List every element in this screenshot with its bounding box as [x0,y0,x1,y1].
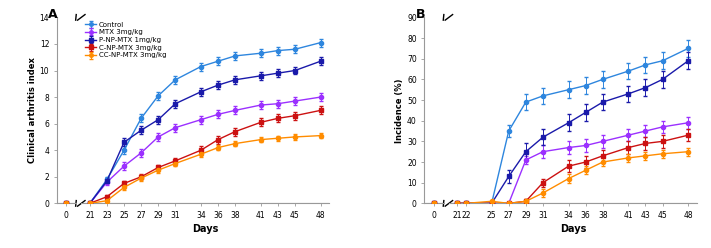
Y-axis label: Incidence (%): Incidence (%) [395,78,405,143]
Legend: Control, MTX 3mg/kg, P-NP-MTX 1mg/kg, C-NP-MTX 3mg/kg, CC-NP-MTX 3mg/kg: Control, MTX 3mg/kg, P-NP-MTX 1mg/kg, C-… [85,21,167,59]
X-axis label: Days: Days [560,224,586,234]
Y-axis label: Clinical arthritis index: Clinical arthritis index [28,58,37,163]
X-axis label: Days: Days [192,224,218,234]
Text: B: B [416,8,425,21]
Text: A: A [48,8,58,21]
